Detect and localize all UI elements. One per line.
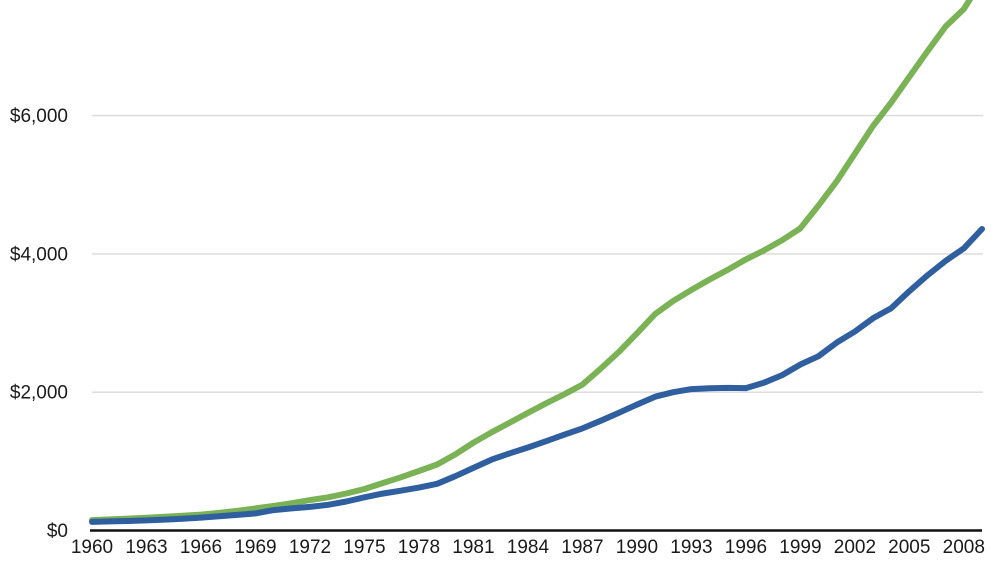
x-axis-tick-label: 1969 xyxy=(234,537,276,558)
green-series-line xyxy=(89,0,974,524)
x-axis-tick-label: 1972 xyxy=(289,537,331,558)
x-axis-tick-label: 1966 xyxy=(180,537,222,558)
x-axis-tick-label: 1975 xyxy=(343,537,385,558)
x-axis-tick-label: 1996 xyxy=(725,537,767,558)
x-axis-tick-label: 2008 xyxy=(943,537,985,558)
x-axis-tick-label: 1981 xyxy=(452,537,494,558)
x-axis-tick-label: 1978 xyxy=(398,537,440,558)
x-axis-tick-label: 2002 xyxy=(834,537,876,558)
y-axis-tick-label: $6,000 xyxy=(10,106,68,127)
x-axis-tick-label: 1993 xyxy=(670,537,712,558)
y-axis-tick-label: $0 xyxy=(47,521,68,542)
x-axis-tick-label: 1984 xyxy=(507,537,550,558)
x-axis-tick-label: 1987 xyxy=(561,537,603,558)
x-axis-tick-label: 2005 xyxy=(888,537,930,558)
x-axis-tick-label: 1990 xyxy=(616,537,658,558)
x-axis-tick-label: 1963 xyxy=(125,537,167,558)
x-axis-tick-label: 1999 xyxy=(779,537,821,558)
y-axis-tick-label: $2,000 xyxy=(10,383,68,404)
y-axis-tick-label: $4,000 xyxy=(10,244,68,265)
x-axis-tick-label: 1960 xyxy=(71,537,113,558)
blue-series-line xyxy=(89,226,985,525)
